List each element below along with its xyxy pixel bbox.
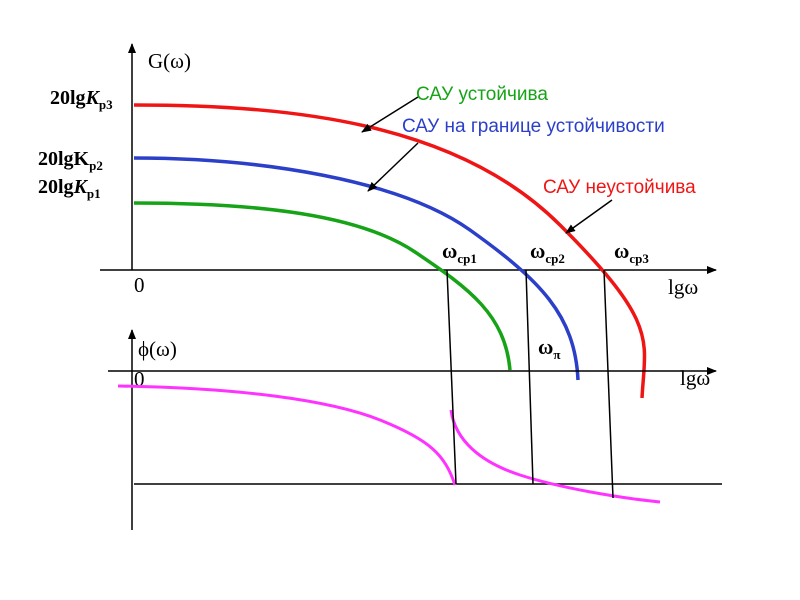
amplitude-y-axis-label: G(ω) (148, 49, 191, 73)
crossover-label-1: ωср1 (442, 239, 477, 266)
amplitude-origin-label: 0 (134, 273, 145, 297)
phase-crossover-label: ωπ (538, 335, 560, 362)
amplitude-curve-unstable (133, 103, 647, 399)
projection-line-2 (525, 269, 534, 485)
amplitude-curve-stable (133, 201, 512, 371)
annotation-unstable: САУ неустойчива (543, 177, 696, 198)
gain-label-k3: 20lgKр3 (50, 87, 113, 112)
annotation-arrow-boundary (367, 142, 419, 192)
projection-line-1 (446, 269, 457, 485)
projection-line-3 (603, 269, 614, 499)
annotation-arrow-unstable (565, 199, 613, 234)
phase-y-axis-label: ϕ(ω) (138, 337, 177, 361)
crossover-label-2: ωср2 (530, 239, 565, 266)
phase-x-axis-label: lgω (680, 366, 710, 390)
annotation-stable: САУ устойчива (416, 84, 548, 105)
annotation-boundary: САУ на границе устойчивости (402, 116, 665, 137)
phase-curve-lower (449, 409, 661, 504)
amplitude-curve-boundary (133, 156, 580, 381)
annotation-arrow-stable (361, 96, 419, 133)
gain-label-k1: 20lgKр1 (38, 176, 101, 201)
amplitude-x-axis-label: lgω (668, 275, 698, 299)
crossover-label-3: ωср3 (614, 239, 649, 266)
phase-curve-upper (117, 384, 457, 486)
gain-label-k2: 20lgKр2 (38, 148, 103, 173)
phase-origin-label: 0 (134, 367, 145, 391)
